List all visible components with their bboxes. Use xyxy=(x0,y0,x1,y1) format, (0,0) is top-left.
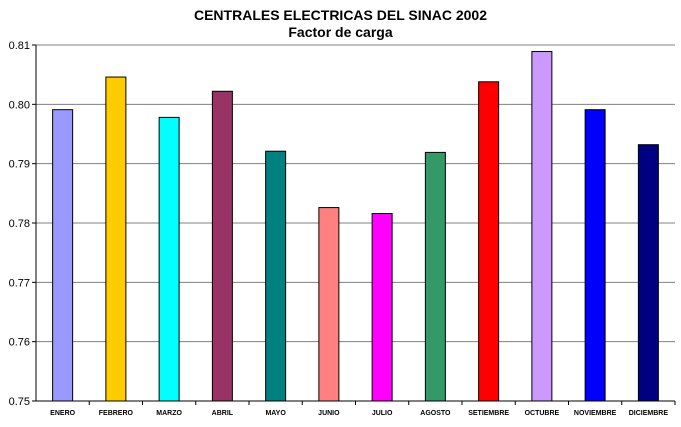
bar-junio xyxy=(318,207,340,402)
x-tick-label: OCTUBRE xyxy=(525,410,560,417)
x-tick-label: JUNIO xyxy=(318,410,340,417)
bar-agosto xyxy=(424,151,446,402)
x-tick-labels: ENERO FEBRERO MARZO ABRIL MAYO JUNIO JULIO AGOS… xyxy=(50,410,668,417)
x-tick-label: AGOSTO xyxy=(420,410,451,417)
bar-noviembre xyxy=(584,109,606,402)
y-tick-label: 0.77 xyxy=(9,277,30,289)
axes xyxy=(32,44,676,405)
x-tick-label: DICIEMBRE xyxy=(629,410,669,417)
bar-setiembre xyxy=(478,81,500,402)
y-tick-label: 0.81 xyxy=(9,40,30,52)
x-tick-label: MAYO xyxy=(265,410,286,417)
y-tick-label: 0.76 xyxy=(9,337,30,349)
bar-febrero xyxy=(105,76,127,402)
x-tick-label: SETIEMBRE xyxy=(468,410,509,417)
chart-title: CENTRALES ELECTRICAS DEL SINAC 2002 xyxy=(193,7,487,23)
x-tick-label: ABRIL xyxy=(212,410,234,417)
x-tick-label: NOVIEMBRE xyxy=(574,410,617,417)
bar-octubre xyxy=(531,51,553,402)
y-tick-label: 0.80 xyxy=(9,99,30,111)
bar-enero xyxy=(52,109,74,402)
bar-mayo xyxy=(265,150,287,402)
bar-julio xyxy=(371,213,393,402)
bar-abril xyxy=(211,90,233,402)
y-tick-labels: 0.75 0.76 0.77 0.78 0.79 0.80 0.81 xyxy=(9,40,30,408)
x-tick-label: JULIO xyxy=(372,410,393,417)
x-tick-label: FEBRERO xyxy=(99,410,134,417)
y-tick-label: 0.75 xyxy=(9,396,30,408)
y-tick-label: 0.79 xyxy=(9,159,30,171)
chart-subtitle: Factor de carga xyxy=(288,24,393,40)
bar-diciembre xyxy=(637,144,659,402)
gridlines xyxy=(36,44,675,343)
y-tick-label: 0.78 xyxy=(9,218,30,230)
x-tick-label: ENERO xyxy=(50,410,75,417)
bar-marzo xyxy=(158,116,180,402)
bars xyxy=(52,51,659,402)
x-tick-label: MARZO xyxy=(156,410,182,417)
